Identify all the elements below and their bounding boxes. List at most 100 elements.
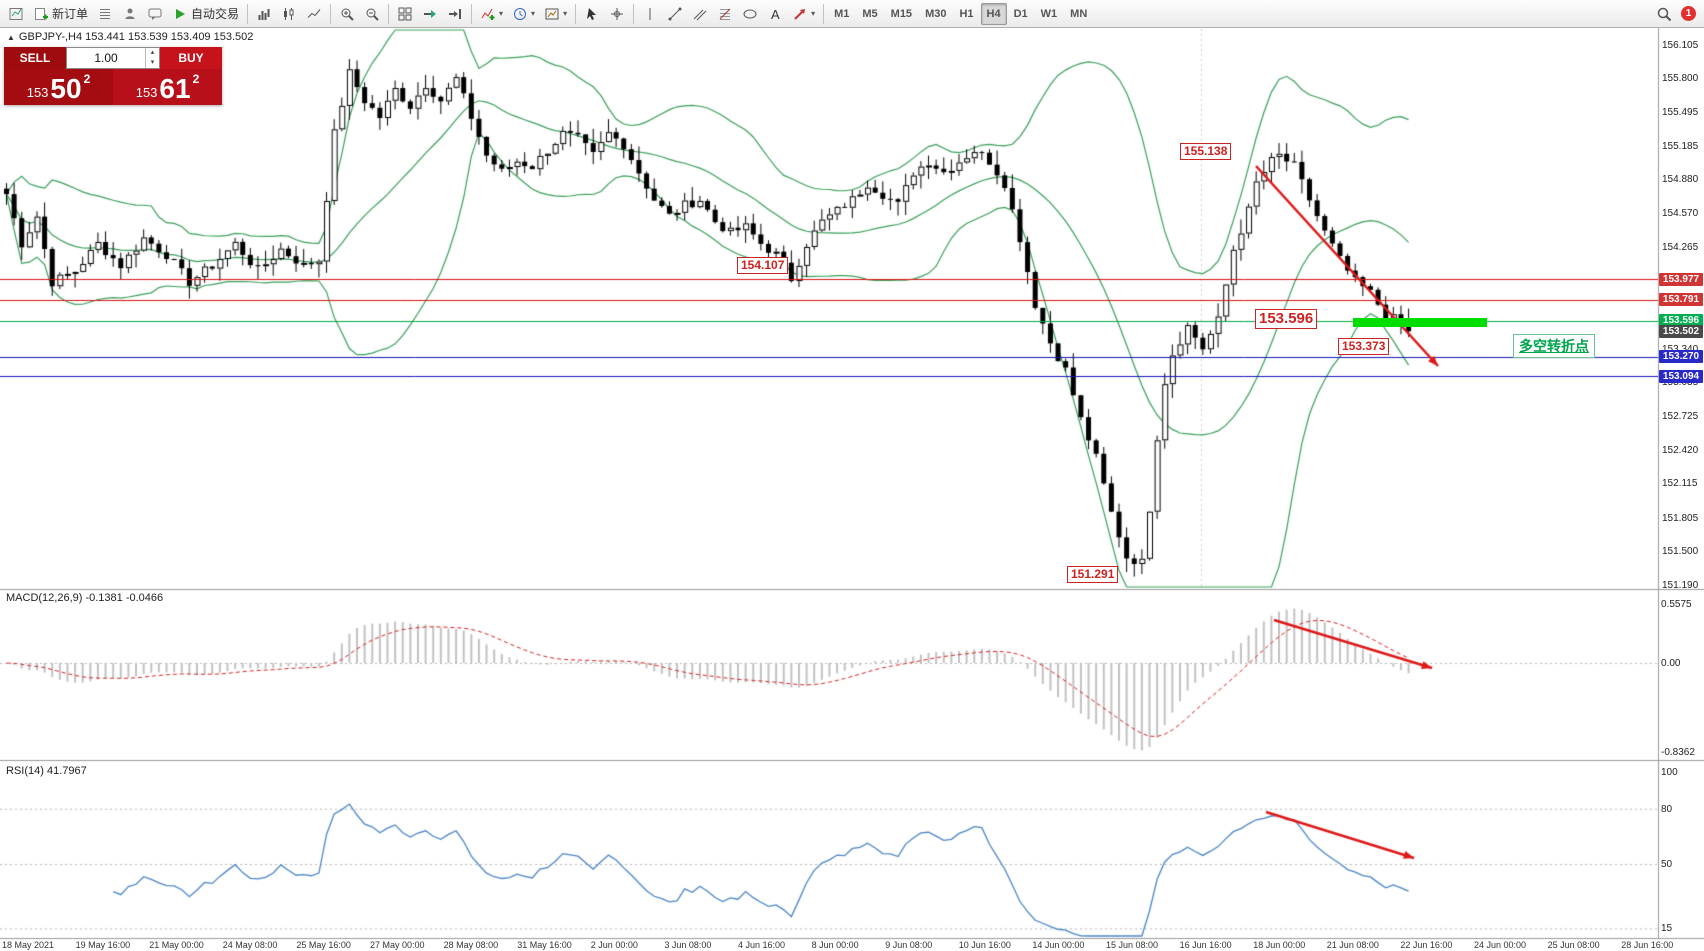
price-scale-label: 154.880 xyxy=(1662,174,1699,186)
auto-scroll-button[interactable] xyxy=(418,3,442,25)
time-axis-label: 19 May 16:00 xyxy=(75,940,131,950)
templates-button[interactable]: ▾ xyxy=(540,3,571,25)
fibo-icon xyxy=(719,8,731,20)
timeframe-h4-button[interactable]: H4 xyxy=(980,2,1007,25)
accounts-button[interactable] xyxy=(118,3,142,25)
indicators-list-button[interactable]: ▾ xyxy=(476,3,507,25)
rsi-scale-label: 15 xyxy=(1661,923,1673,935)
time-axis-label: 31 May 16:00 xyxy=(517,940,572,950)
shapes-tool-button[interactable] xyxy=(738,3,762,25)
chevron-down-icon: ▾ xyxy=(499,9,504,18)
time-axis-label: 27 May 00:00 xyxy=(370,940,425,950)
auto-trading-button[interactable]: 自动交易 xyxy=(168,3,243,25)
price-level-badge: 153.977 xyxy=(1659,272,1703,286)
chat-icon xyxy=(148,8,162,20)
text-tool-button[interactable]: A xyxy=(763,3,787,25)
timeframe-d1-button[interactable]: D1 xyxy=(1013,7,1028,20)
one-click-trading-panel: SELL 1.00 ▴ ▾ BUY 153 50 2 153 61 2 xyxy=(4,47,222,105)
line-chart-mode-button[interactable] xyxy=(302,3,326,25)
zoom-out-button[interactable] xyxy=(360,3,384,25)
market-depth-button[interactable] xyxy=(93,3,117,25)
trendline-tool-button[interactable] xyxy=(663,3,687,25)
template-icon xyxy=(545,8,559,19)
chart-symbol-header: ▲ GBPJPY-,H4 153.441 153.539 153.409 153… xyxy=(7,31,253,43)
toolbar-separator xyxy=(247,3,249,24)
rsi-label: RSI(14) 41.7967 xyxy=(6,765,87,777)
time-axis-label: 28 May 08:00 xyxy=(443,940,499,950)
time-axis-label: 9 Jun 08:00 xyxy=(885,940,933,950)
buy-price[interactable]: 153 61 2 xyxy=(113,69,222,105)
time-axis-label: 8 Jun 00:00 xyxy=(811,940,859,950)
tile-windows-button[interactable] xyxy=(393,3,417,25)
timeframe-m5-button[interactable]: M5 xyxy=(862,7,878,20)
symbol-marker-icon[interactable]: ▲ xyxy=(7,32,15,42)
price-level-badge: 153.791 xyxy=(1659,293,1703,307)
timeframe-m30-button[interactable]: M30 xyxy=(925,7,947,20)
buy-button[interactable]: BUY xyxy=(160,47,222,69)
price-scale-label: 151.805 xyxy=(1662,512,1699,524)
auto-trading-label: 自动交易 xyxy=(191,7,240,21)
sell-price-pips: 50 xyxy=(50,73,82,104)
price-level-badge: 153.596 xyxy=(1659,314,1703,328)
sell-button[interactable]: SELL xyxy=(4,47,66,69)
scroll-icon xyxy=(424,9,437,18)
time-axis-label: 24 Jun 00:00 xyxy=(1474,940,1527,950)
sell-price[interactable]: 153 50 2 xyxy=(4,69,113,105)
rsi-scale-label: 100 xyxy=(1661,767,1678,778)
play-icon xyxy=(176,8,186,19)
time-axis-label: 14 Jun 00:00 xyxy=(1032,940,1085,950)
search-button[interactable] xyxy=(1652,3,1676,25)
clock-icon xyxy=(514,7,527,20)
volume-input[interactable]: 1.00 ▴ ▾ xyxy=(66,47,160,69)
new-order-button[interactable]: 新订单 xyxy=(29,3,92,25)
timeframe-m15-button[interactable]: M15 xyxy=(890,7,913,20)
candlestick-mode-button[interactable] xyxy=(277,3,301,25)
volume-spinner[interactable]: ▴ ▾ xyxy=(145,48,159,68)
timeframe-h1-button[interactable]: H1 xyxy=(959,7,974,20)
buy-price-int: 153 xyxy=(135,85,158,100)
bar-chart-mode-button[interactable] xyxy=(252,3,276,25)
notification-badge[interactable]: 1 xyxy=(1681,6,1696,21)
svg-text:A: A xyxy=(771,7,780,22)
price-annotation-box: 153.596 xyxy=(1255,309,1318,329)
time-axis-label: 18 Jun 00:00 xyxy=(1253,940,1306,950)
toolbar: 新订单 自动交易 ▾ ▾ ▾ A ▾ M1 M5 M15 M30 H1 H4 D1 W1 MN 1 xyxy=(0,0,1704,28)
equidistant-channel-tool-button[interactable] xyxy=(688,3,712,25)
volume-up-icon[interactable]: ▴ xyxy=(150,49,155,56)
buy-price-point: 2 xyxy=(192,72,200,86)
price-scale-label: 152.420 xyxy=(1662,444,1699,456)
price-level-badge: 153.502 xyxy=(1659,324,1703,338)
timeframe-mn-button[interactable]: MN xyxy=(1070,7,1088,20)
new-order-label: 新订单 xyxy=(52,7,89,21)
crosshair-tool-button[interactable] xyxy=(605,3,629,25)
price-scale-label: 155.185 xyxy=(1662,140,1699,152)
timeframe-m1-button[interactable]: M1 xyxy=(834,7,850,20)
price-annotation-box: 155.138 xyxy=(1180,143,1232,160)
chevron-down-icon: ▾ xyxy=(811,9,816,18)
price-annotation-box: 154.107 xyxy=(737,257,789,274)
price-scale-label: 153.340 xyxy=(1662,343,1699,355)
macd-scale-label: -0.8362 xyxy=(1661,746,1695,758)
cursor-tool-button[interactable] xyxy=(580,3,604,25)
price-scale-label: 156.105 xyxy=(1662,39,1699,51)
community-button[interactable] xyxy=(143,3,167,25)
crosshair-icon xyxy=(611,7,624,20)
text-icon: A xyxy=(771,7,780,22)
arrows-tool-button[interactable]: ▾ xyxy=(788,3,819,25)
time-axis-label: 3 Jun 08:00 xyxy=(664,940,712,950)
price-scale-label: 152.725 xyxy=(1662,411,1699,423)
chart-shift-button[interactable] xyxy=(443,3,467,25)
volume-down-icon[interactable]: ▾ xyxy=(150,59,155,66)
ellipse-icon xyxy=(743,9,757,18)
price-scale-label: 154.570 xyxy=(1662,208,1699,220)
vertical-line-tool-button[interactable] xyxy=(638,3,662,25)
volume-value[interactable]: 1.00 xyxy=(94,51,118,65)
timeframe-w1-button[interactable]: W1 xyxy=(1040,7,1058,20)
zoom-in-button[interactable] xyxy=(335,3,359,25)
support-highlight-bar xyxy=(1353,318,1487,327)
time-axis-label: 2 Jun 00:00 xyxy=(590,940,638,950)
chart-window-button[interactable] xyxy=(4,3,28,25)
fibonacci-tool-button[interactable] xyxy=(713,3,737,25)
periods-button[interactable]: ▾ xyxy=(508,3,539,25)
